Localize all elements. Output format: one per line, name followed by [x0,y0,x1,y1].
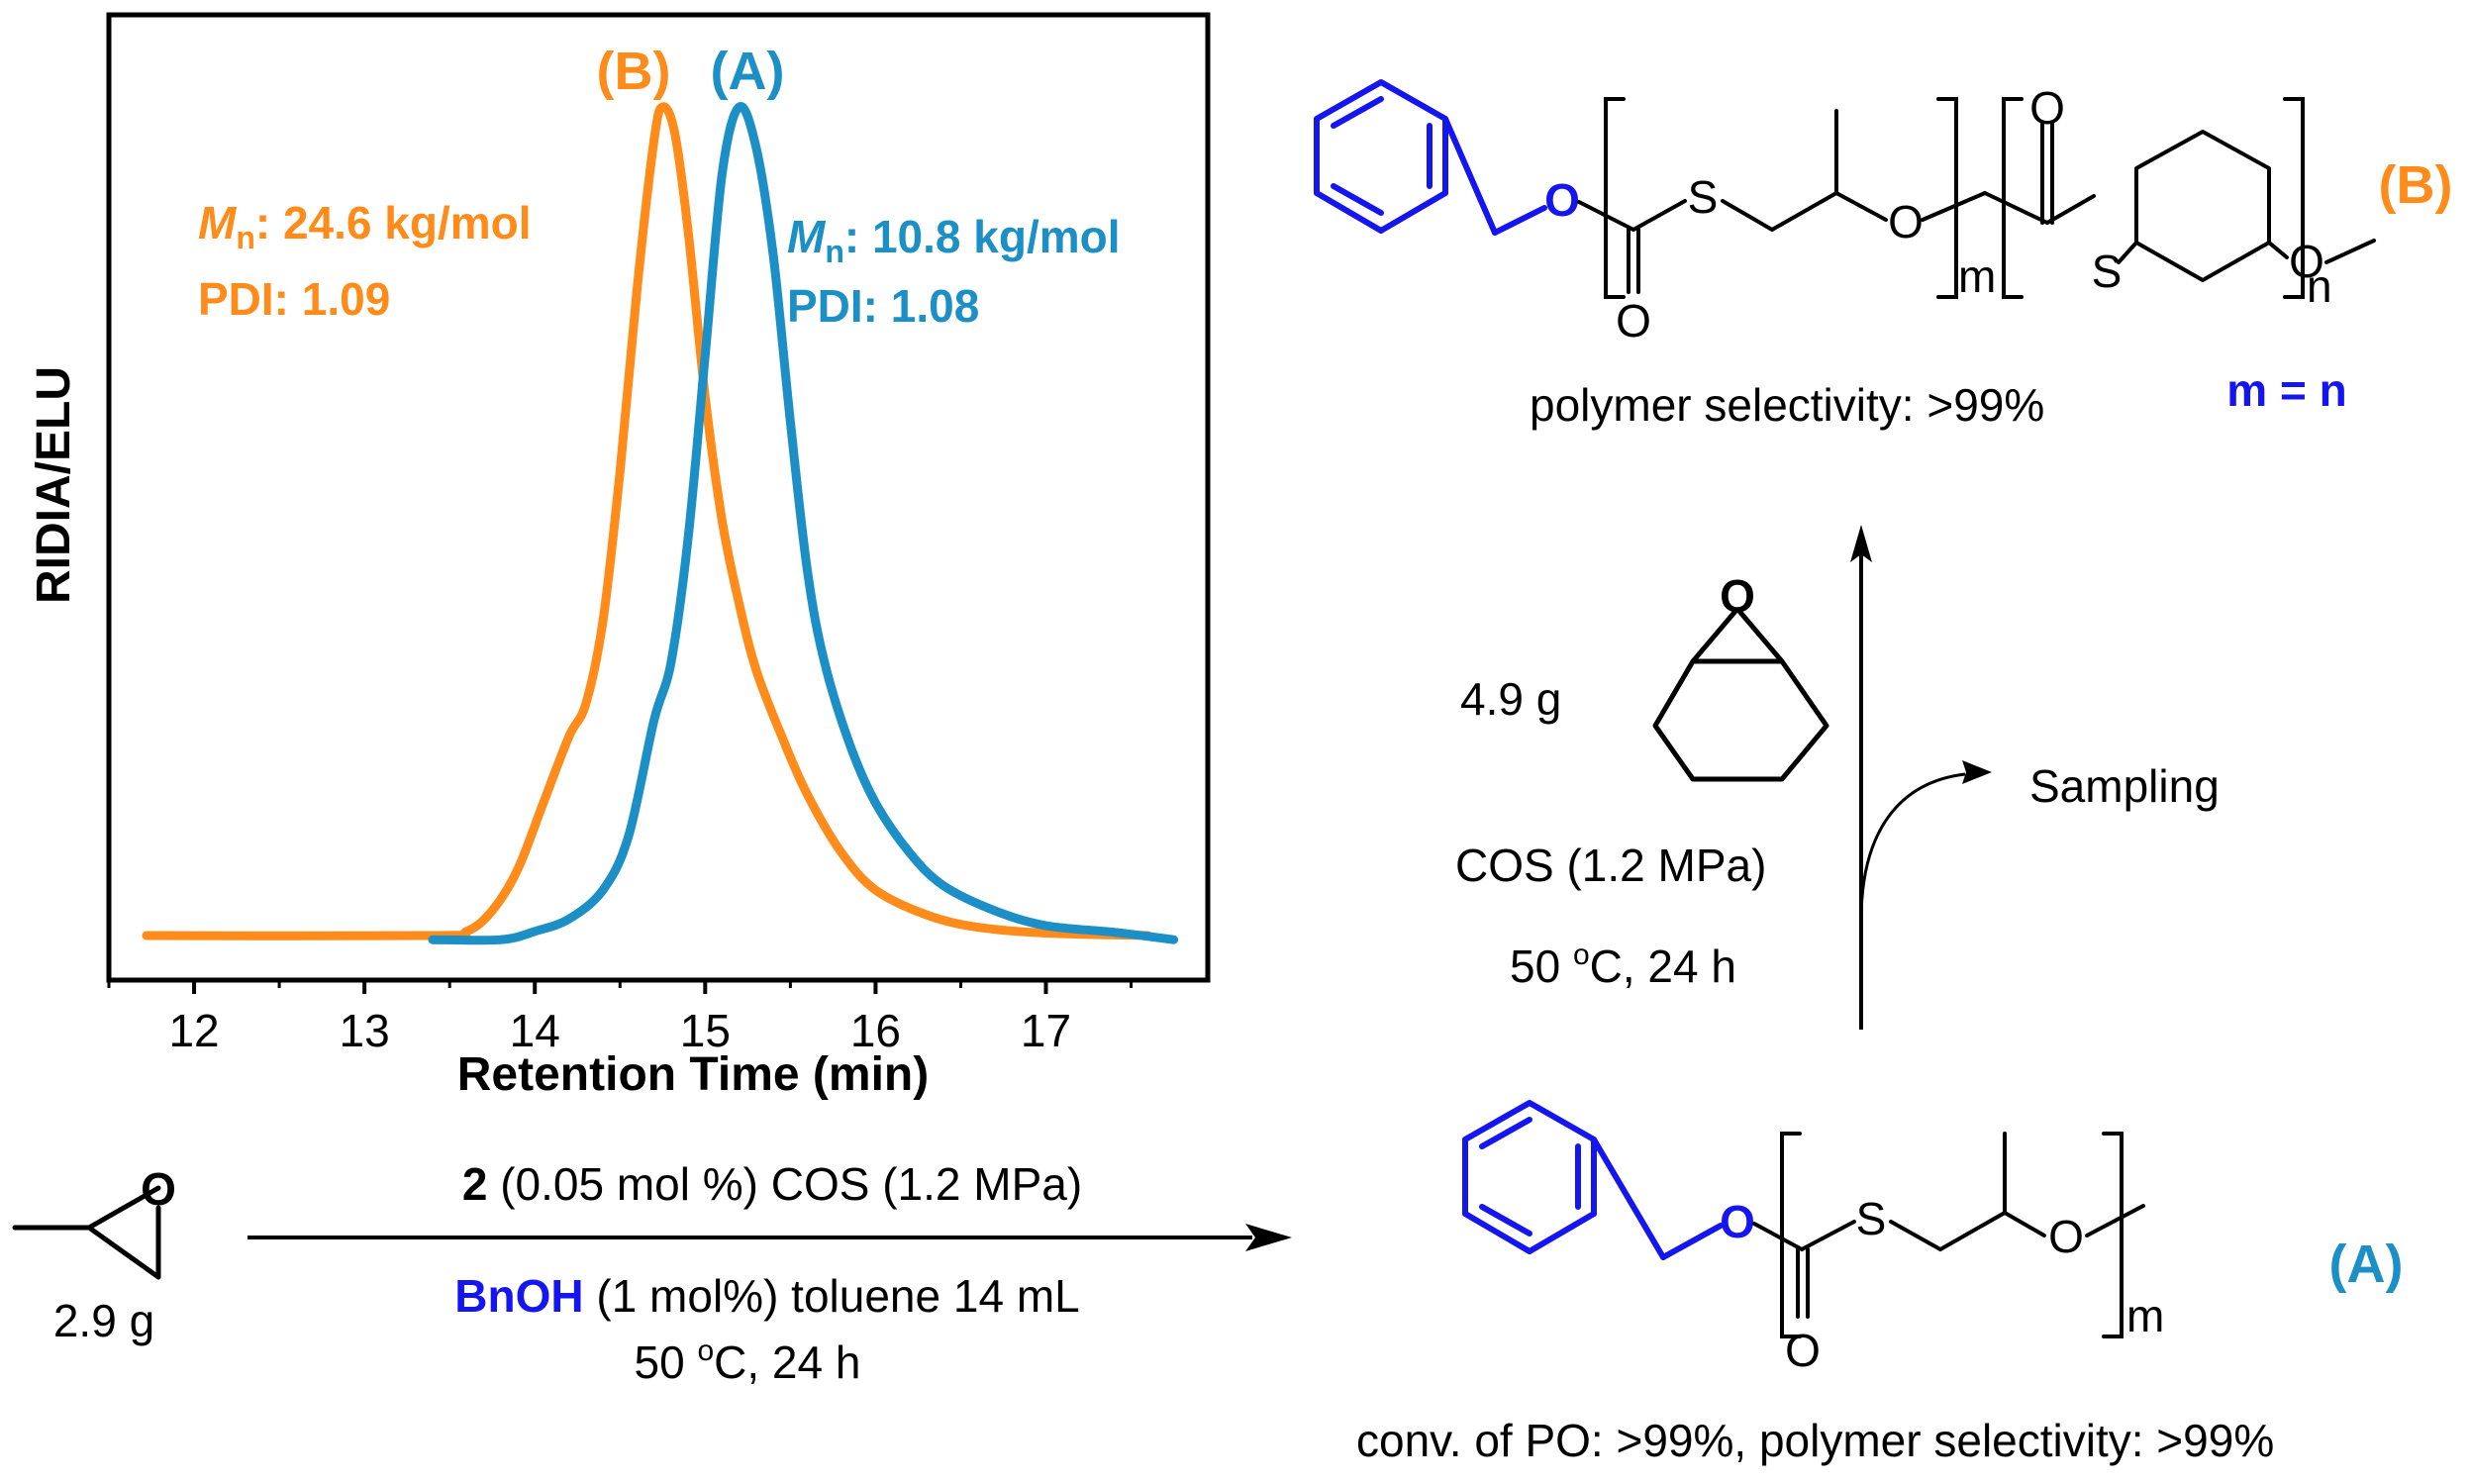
product-b-subscript-m: m [1958,250,1996,302]
series-a-pdi-label: PDI: 1.08 [787,280,979,332]
arrow-top-conditions: 2 (0.05 mol %) COS (1.2 MPa) [462,1158,1082,1210]
product-b-ether-oxygen-2: O [2289,236,2324,287]
series-b-tag: (B) [597,42,671,101]
product-b-ester-oxygen: O [1544,174,1580,226]
product-b-sulfur-2: S [2092,246,2123,297]
x-axis-ticks: 12 13 14 15 16 17 [107,980,1134,1056]
cyclohexene-oxide-structure [1652,607,1829,782]
series-b-curve [142,102,1153,940]
product-b-sulfur-1: S [1688,171,1719,223]
cyclohexene-oxide-mass: 4.9 g [1460,673,1561,725]
monomer-ratio: m = n [2226,364,2346,416]
arrow-bottom-conditions: BnOH (1 mol%) toluene 14 mL [454,1270,1079,1322]
product-a-backbone [1752,1132,2145,1338]
series-b-pdi-label: PDI: 1.09 [198,273,390,325]
product-b-tag: (B) [2379,155,2453,215]
product-a-tag: (A) [2329,1235,2404,1294]
x-axis-label: Retention Time (min) [457,1048,929,1101]
reaction-arrow-2-head [1850,525,1872,562]
product-a-structure: O S O O m (A) conv. of PO: >99%, polymer… [1356,1100,2404,1466]
x-tick-label: 13 [340,1005,390,1056]
series-b-mn-label: Mn: 24.6 kg/mol [198,197,532,255]
product-a-ester-oxygen: O [1720,1196,1755,1247]
gpc-chart: 12 13 14 15 16 17 RIDIA/ELU Retention Time (m… [28,12,1211,1101]
x-tick-label: 17 [1021,1005,1071,1056]
chromatogram-curves [142,102,1179,945]
series-a-curve [428,102,1179,945]
series-a-tag: (A) [711,42,785,101]
product-b-benzyl [1314,79,1547,236]
product-b-note: polymer selectivity: >99% [1530,379,2044,431]
sampling-arrow-curve [1859,772,1966,922]
reactant-mass: 2.9 g [53,1295,154,1346]
product-b-subscript-n: n [2307,260,2332,312]
propylene-oxide-structure [12,1185,161,1280]
x-tick-label: 15 [680,1005,731,1056]
po-oxygen-label: O [141,1163,176,1215]
product-a-benzyl [1462,1100,1724,1260]
arrow-bottom-temperature: 50 oC, 24 h [635,1335,861,1388]
series-a-mn-label: Mn: 10.8 kg/mol [787,211,1121,269]
product-b-carbonyl-oxygen-1: O [1616,295,1651,346]
cyclohexene-oxide-oxygen: O [1720,570,1755,622]
product-a-subscript-m: m [2126,1290,2164,1341]
reaction-step-2: Sampling 4.9 g O COS (1.2 MPa) 50 oC, 24… [1455,525,2220,1030]
product-a-note: conv. of PO: >99%, polymer selectivity: … [1356,1415,2274,1466]
sampling-arrow-head [1962,760,1992,784]
reaction-arrow-1-head [1245,1224,1292,1251]
product-a-sulfur: S [1856,1193,1887,1244]
product-a-ether-oxygen: O [2048,1211,2084,1262]
plot-frame [106,12,1211,983]
sampling-label: Sampling [2029,760,2220,812]
x-tick-label: 14 [510,1005,560,1056]
x-tick-label: 12 [168,1005,219,1056]
product-b-ether-oxygen-1: O [1888,196,1924,247]
product-b-carbonyl-oxygen-2: O [2029,82,2065,134]
step2-cos-condition: COS (1.2 MPa) [1455,840,1766,891]
product-b-backbone [1577,97,2376,299]
reaction-step-1: O 2.9 g 2 (0.05 mol %) COS (1.2 MPa) BnO… [12,1158,1292,1388]
product-a-carbonyl-oxygen: O [1785,1325,1821,1376]
x-tick-label: 16 [850,1005,901,1056]
step2-temperature: 50 oC, 24 h [1510,939,1736,992]
product-b-structure: O S O O m S O O [1314,79,2453,431]
y-axis-label: RIDIA/ELU [28,366,80,604]
